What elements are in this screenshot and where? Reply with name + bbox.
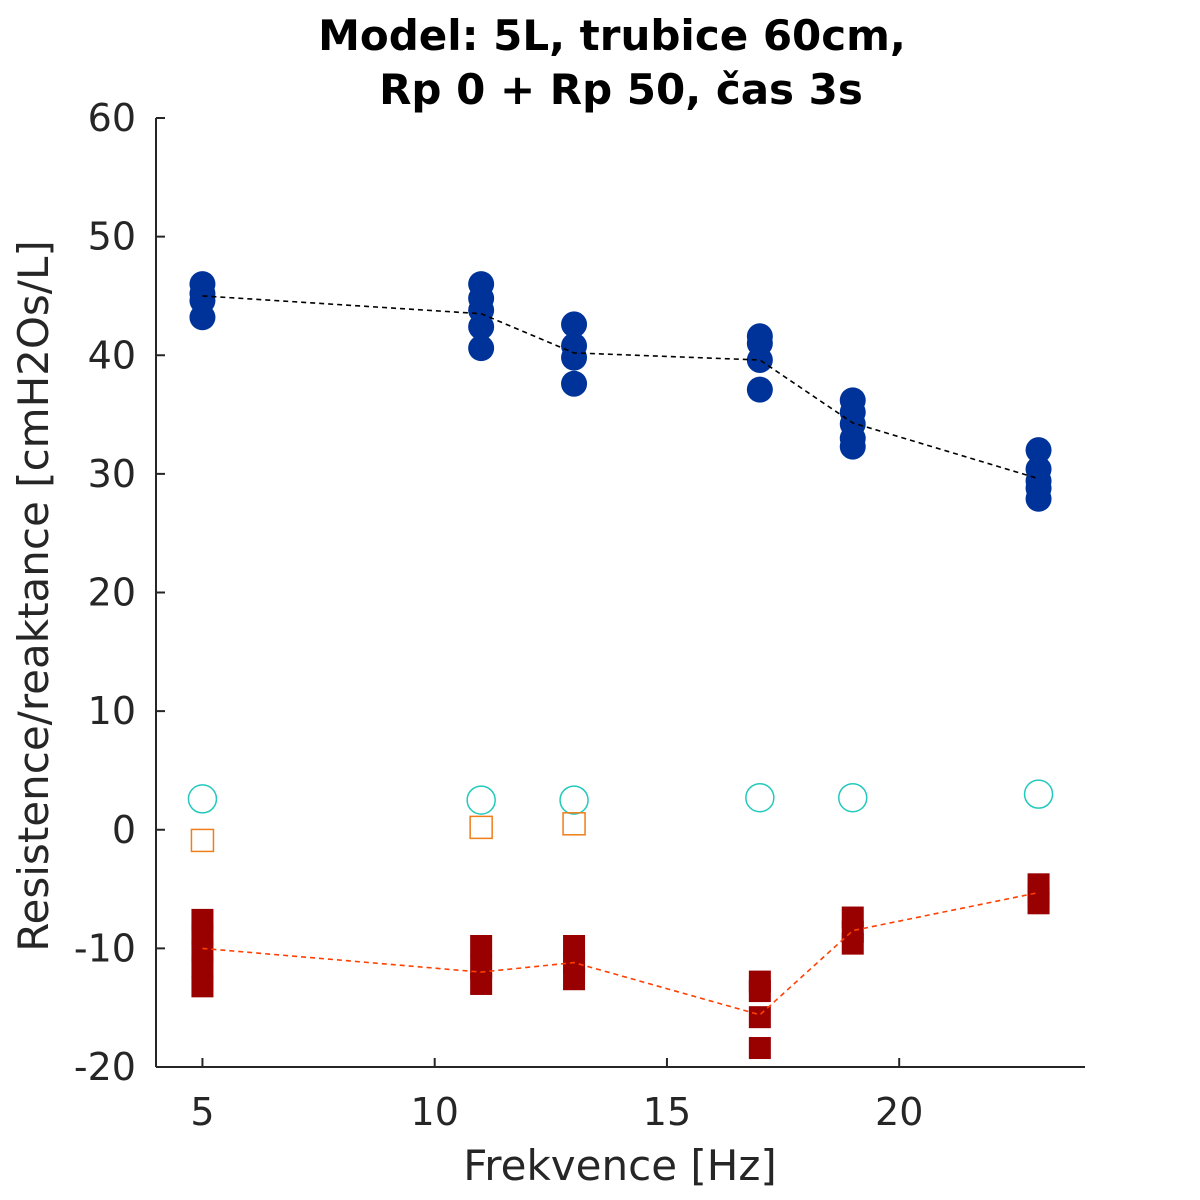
y-tick-label: -20 <box>74 1045 136 1089</box>
resistance-point <box>561 370 588 397</box>
y-tick-label: 60 <box>88 96 136 140</box>
resistance-point <box>746 376 773 403</box>
x-tick-label: 5 <box>190 1090 214 1134</box>
resistance-point <box>468 335 495 362</box>
open-circle-point <box>559 785 589 815</box>
reactance-point <box>191 975 214 998</box>
resistance-point <box>561 311 588 338</box>
y-tick-label: 10 <box>88 689 136 733</box>
open-circle-point <box>466 785 496 815</box>
resistance-point <box>561 344 588 371</box>
open-circle-point <box>187 784 218 814</box>
resistance-point <box>468 313 495 340</box>
open-circle-point <box>838 782 868 813</box>
x-tick-label: 15 <box>643 1090 691 1134</box>
y-tick-label: 20 <box>88 571 136 615</box>
reactance-point <box>748 980 771 1003</box>
y-tick-label: 0 <box>112 808 136 852</box>
y-axis-label: Resistence/reaktance [cmH2Os/L] <box>9 240 58 952</box>
x-tick-label: 10 <box>411 1090 459 1134</box>
reactance-point <box>470 956 493 979</box>
y-tick-label: 30 <box>88 452 136 496</box>
resistance-point <box>839 433 866 460</box>
resistance-point <box>1025 485 1052 512</box>
reactance-point <box>191 939 214 962</box>
x-axis-label: Frekvence [Hz] <box>463 1141 777 1190</box>
open-circle-point <box>1023 779 1054 809</box>
open-square-point <box>469 815 493 840</box>
resistance-point <box>189 304 216 331</box>
trend-line <box>202 891 1039 1016</box>
trend-line <box>202 295 1039 480</box>
reactance-point <box>470 935 493 958</box>
reactance-point <box>191 956 214 979</box>
reactance-point <box>470 972 493 995</box>
y-tick-label: 40 <box>88 333 136 377</box>
resistance-point <box>746 346 773 373</box>
y-tick-label: 50 <box>88 215 136 259</box>
chart-title-line-1: Model: 5L, trubice 60cm, <box>318 11 906 60</box>
plot-area <box>187 271 1054 1060</box>
reactance-point <box>841 932 864 955</box>
open-circle-point <box>745 782 775 813</box>
reactance-point <box>191 923 214 946</box>
open-square-point <box>562 812 586 836</box>
open-square-point <box>190 828 215 853</box>
reactance-point <box>748 1006 771 1029</box>
axes: -20 -10 0 10 20 30 40 50 60 5 10 15 20 <box>74 96 1085 1134</box>
reactance-point <box>563 935 586 958</box>
y-tick-label: -10 <box>74 926 136 970</box>
x-tick-label: 20 <box>875 1090 923 1134</box>
reactance-point <box>748 1037 771 1060</box>
reactance-point <box>563 968 586 991</box>
chart-title-line-2: Rp 0 + Rp 50, čas 3s <box>379 65 863 114</box>
reactance-point <box>1027 892 1050 915</box>
resistance-point <box>1025 437 1052 464</box>
